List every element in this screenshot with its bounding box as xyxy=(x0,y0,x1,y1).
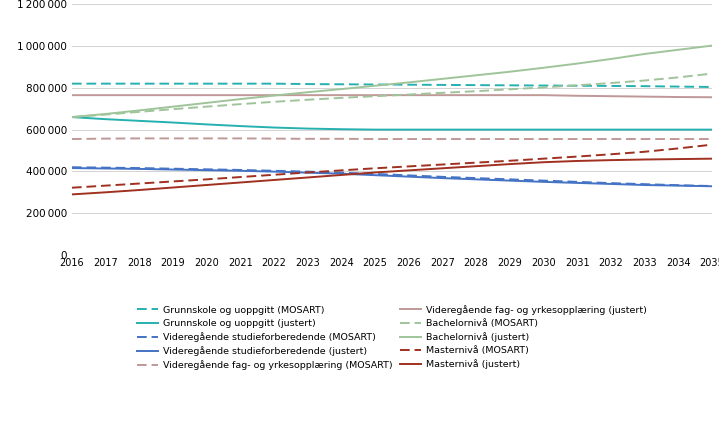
Legend: Grunnskole og uoppgitt (MOSART), Grunnskole og uoppgitt (justert), Videregående : Grunnskole og uoppgitt (MOSART), Grunnsk… xyxy=(137,305,646,370)
